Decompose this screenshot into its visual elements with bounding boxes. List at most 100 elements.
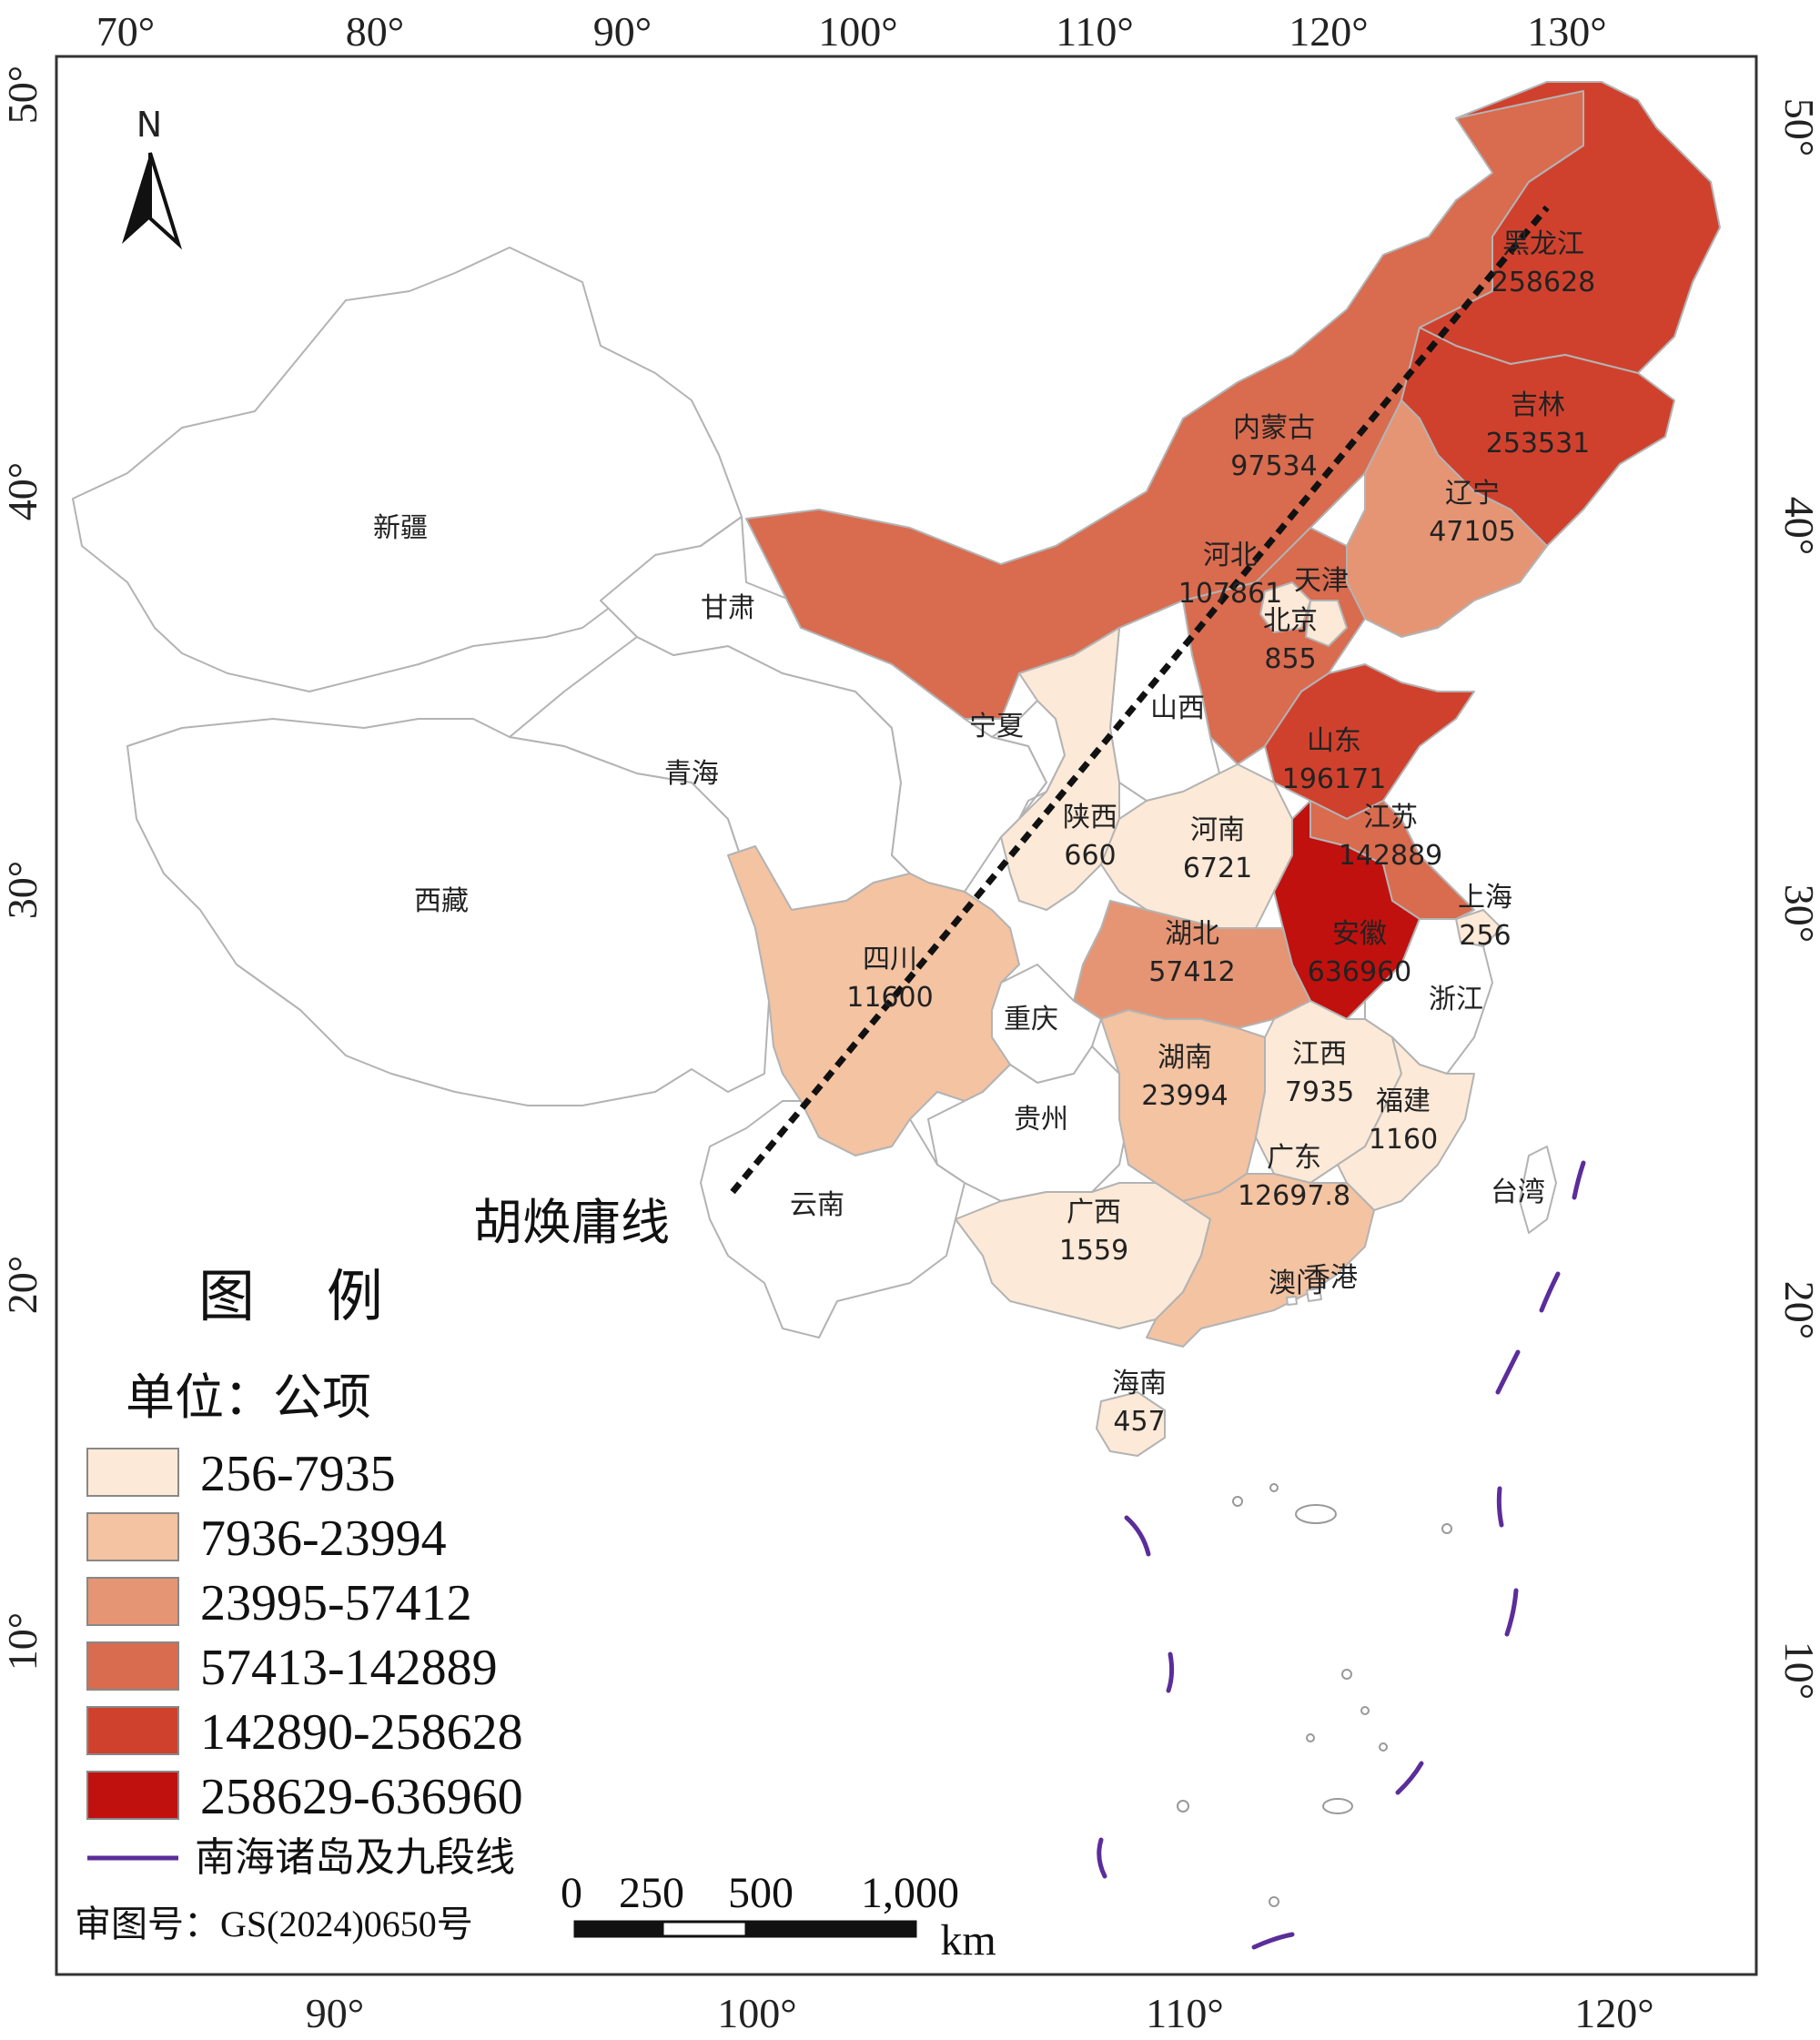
legend-range-label: 258629-636960 [200,1769,523,1825]
province-value-shaanxi: 660 [1064,840,1116,872]
scale-label: 250 [619,1869,684,1917]
province-liaoning [1346,399,1548,638]
bottom-tick: 110° [1146,1990,1224,2036]
legend-range-label: 23995-57412 [200,1575,472,1631]
province-value-fujian: 1160 [1369,1124,1438,1156]
province-name-yunnan: 云南 [790,1189,844,1221]
province-fujian [1337,1036,1475,1211]
province-name-jilin: 吉林 [1511,389,1565,421]
legend-items: 256-7935 7936-23994 23995-57412 57413-14288… [86,1446,523,1825]
province-name-jiangxi: 江西 [1292,1038,1347,1070]
province-xianggang [1306,1288,1322,1302]
right-tick: 50° [1776,98,1820,157]
nine-dash-line [1097,1160,1586,1950]
north-label: N [136,105,162,145]
legend-swatch [86,1448,179,1497]
province-name-hainan: 海南 [1112,1368,1167,1399]
province-name-henan: 河南 [1190,814,1245,846]
province-value-jiangxi: 7935 [1285,1076,1354,1108]
province-name-aomen: 澳门 [1269,1267,1323,1299]
legend-title: 图 例 [198,1263,383,1329]
legend-swatch [86,1771,179,1820]
province-taiwan [1519,1146,1557,1234]
legend-swatch [86,1641,179,1691]
province-name-shanghai: 上海 [1458,882,1512,914]
province-name-neimenggu: 内蒙古 [1233,412,1315,444]
south-china-sea-islands [1177,1483,1452,1907]
scale-labels: 0 250 500 1,000 [561,1869,959,1917]
province-value-neimenggu: 97534 [1230,450,1317,482]
province-value-guangxi: 1559 [1059,1235,1128,1267]
province-value-liaoning: 47105 [1429,516,1515,548]
top-tick: 130° [1527,8,1606,55]
province-name-sichuan: 四川 [863,944,917,975]
province-name-xizang: 西藏 [414,885,469,917]
province-name-guangdong: 广东 [1267,1142,1321,1174]
right-tick: 10° [1776,1641,1820,1700]
province-sichuan [727,845,1020,1156]
legend: 图 例 单位：公项 256-7935 7936-23994 23995-57412 5… [86,1263,523,1881]
province-name-zhejiang: 浙江 [1429,984,1483,1015]
province-hubei [1073,900,1311,1029]
bottom-tick: 120° [1574,1990,1653,2036]
province-name-jiangsu: 江苏 [1363,802,1418,833]
legend-range-label: 7936-23994 [200,1510,447,1567]
province-beijing [1259,581,1311,633]
province-name-ningxia: 宁夏 [969,711,1024,742]
province-hunan [1100,1009,1266,1202]
province-name-qinghai: 青海 [664,758,719,790]
province-name-beijing: 北京 [1263,605,1318,637]
right-tick: 20° [1776,1281,1820,1339]
province-name-chongqing: 重庆 [1004,1004,1058,1035]
left-tick: 50° [0,66,46,124]
right-latitude-ticks: 50° 40° 30° 20° 10° [1776,98,1820,1700]
legend-swatch [86,1706,179,1755]
left-tick: 10° [0,1612,46,1671]
province-value-jiangsu: 142889 [1339,840,1443,872]
province-value-guangdong: 12697.8 [1238,1180,1350,1212]
province-value-shanghai: 256 [1459,920,1511,952]
province-name-gansu: 甘肃 [701,592,755,624]
legend-range-label: 142890-258628 [200,1704,523,1761]
left-latitude-ticks: 50° 40° 30° 20° 10° [0,66,46,1671]
province-name-liaoning: 辽宁 [1445,478,1500,510]
scale-label: 0 [561,1869,582,1917]
province-name-shanxi: 山西 [1150,692,1205,724]
province-name-tianjin: 天津 [1294,565,1349,597]
province-hainan [1096,1391,1166,1457]
province-tianjin [1305,600,1348,647]
right-tick: 40° [1776,497,1820,555]
approval-number: 审图号：GS(2024)0650号 [75,1904,473,1944]
top-tick: 120° [1289,8,1368,55]
top-tick: 80° [346,8,404,55]
scale-seg-1 [573,1920,664,1938]
province-value-henan: 6721 [1183,853,1252,884]
province-name-hebei: 河北 [1203,540,1258,571]
legend-range-label: 57413-142889 [200,1640,498,1696]
scale-bar: 0 250 500 1,000 km [561,1869,996,1964]
province-name-heilongjiang: 黑龙江 [1502,228,1584,260]
left-tick: 20° [0,1256,46,1314]
province-value-jilin: 253531 [1486,428,1591,460]
map-frame [55,55,1758,1976]
bottom-tick: 90° [306,1990,364,2036]
province-value-sichuan: 11600 [846,982,933,1014]
province-name-guizhou: 贵州 [1014,1104,1068,1136]
province-value-beijing: 855 [1264,643,1316,675]
hu-huanyong-line [730,205,1550,1195]
province-name-fujian: 福建 [1376,1086,1431,1117]
legend-swatch [86,1512,179,1561]
legend-range-label: 256-7935 [200,1446,396,1502]
legend-unit: 单位：公项 [126,1368,371,1426]
province-name-xianggang: 香港 [1303,1262,1358,1294]
province-yunnan [700,1100,966,1338]
province-aomen [1286,1296,1298,1306]
left-tick: 40° [0,462,46,520]
top-tick: 100° [818,8,897,55]
scale-label: 500 [728,1869,794,1917]
province-value-hunan: 23994 [1141,1080,1228,1112]
province-name-taiwan: 台湾 [1491,1177,1545,1208]
scale-seg-2 [661,1920,748,1938]
